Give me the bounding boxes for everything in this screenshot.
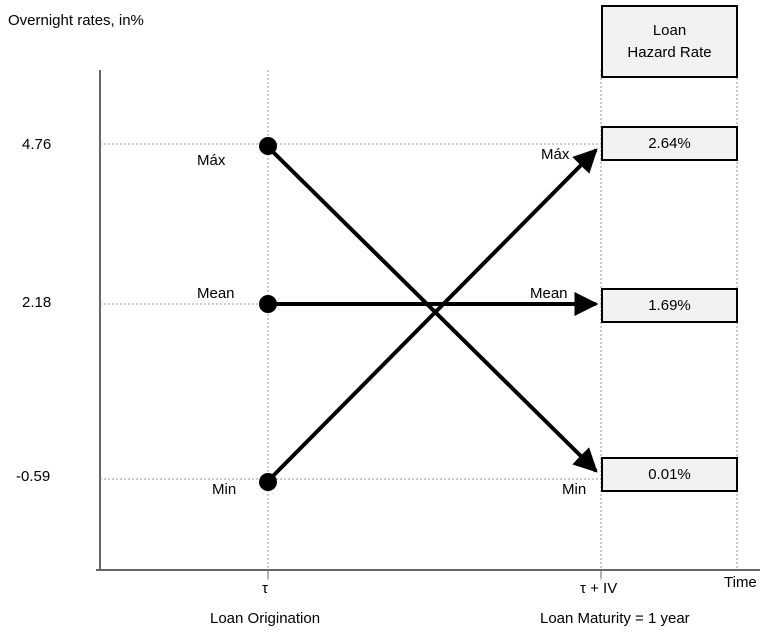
arrow-min-to-max (266, 148, 598, 483)
hazard-title-line1: Loan (652, 21, 687, 39)
hazard-rate-header: Loan Hazard Rate (601, 5, 738, 78)
maturity-max-label: Máx (541, 146, 570, 163)
arrow-max-to-min (266, 145, 598, 473)
origination-mean-point (259, 295, 277, 313)
origination-label: Loan Origination (210, 610, 321, 627)
origination-tau-label: τ (262, 580, 268, 597)
hazard-mean-box: 1.69% (601, 288, 738, 323)
x-axis-title: Time (724, 574, 757, 591)
y-tick-label: 4.76 (22, 136, 52, 153)
maturity-mean-label: Mean (530, 285, 568, 302)
origination-min-point (259, 473, 277, 491)
maturity-label: Loan Maturity = 1 year (540, 610, 690, 627)
hazard-min-value: 0.01% (648, 466, 691, 483)
origination-max-label: Máx (197, 152, 226, 169)
maturity-min-label: Min (562, 481, 587, 498)
hazard-min-box: 0.01% (601, 457, 738, 492)
origination-max-point (259, 137, 277, 155)
y-axis-title: Overnight rates, in% (8, 12, 144, 29)
origination-min-label: Min (212, 481, 237, 498)
hazard-max-box: 2.64% (601, 126, 738, 161)
maturity-tau-label: τ + IV (580, 580, 618, 597)
y-tick-label: -0.59 (16, 468, 51, 485)
hazard-max-value: 2.64% (648, 135, 691, 152)
hazard-title-line2: Hazard Rate (627, 43, 712, 61)
y-tick-label: 2.18 (22, 294, 52, 311)
hazard-mean-value: 1.69% (648, 297, 691, 314)
origination-mean-label: Mean (197, 285, 235, 302)
